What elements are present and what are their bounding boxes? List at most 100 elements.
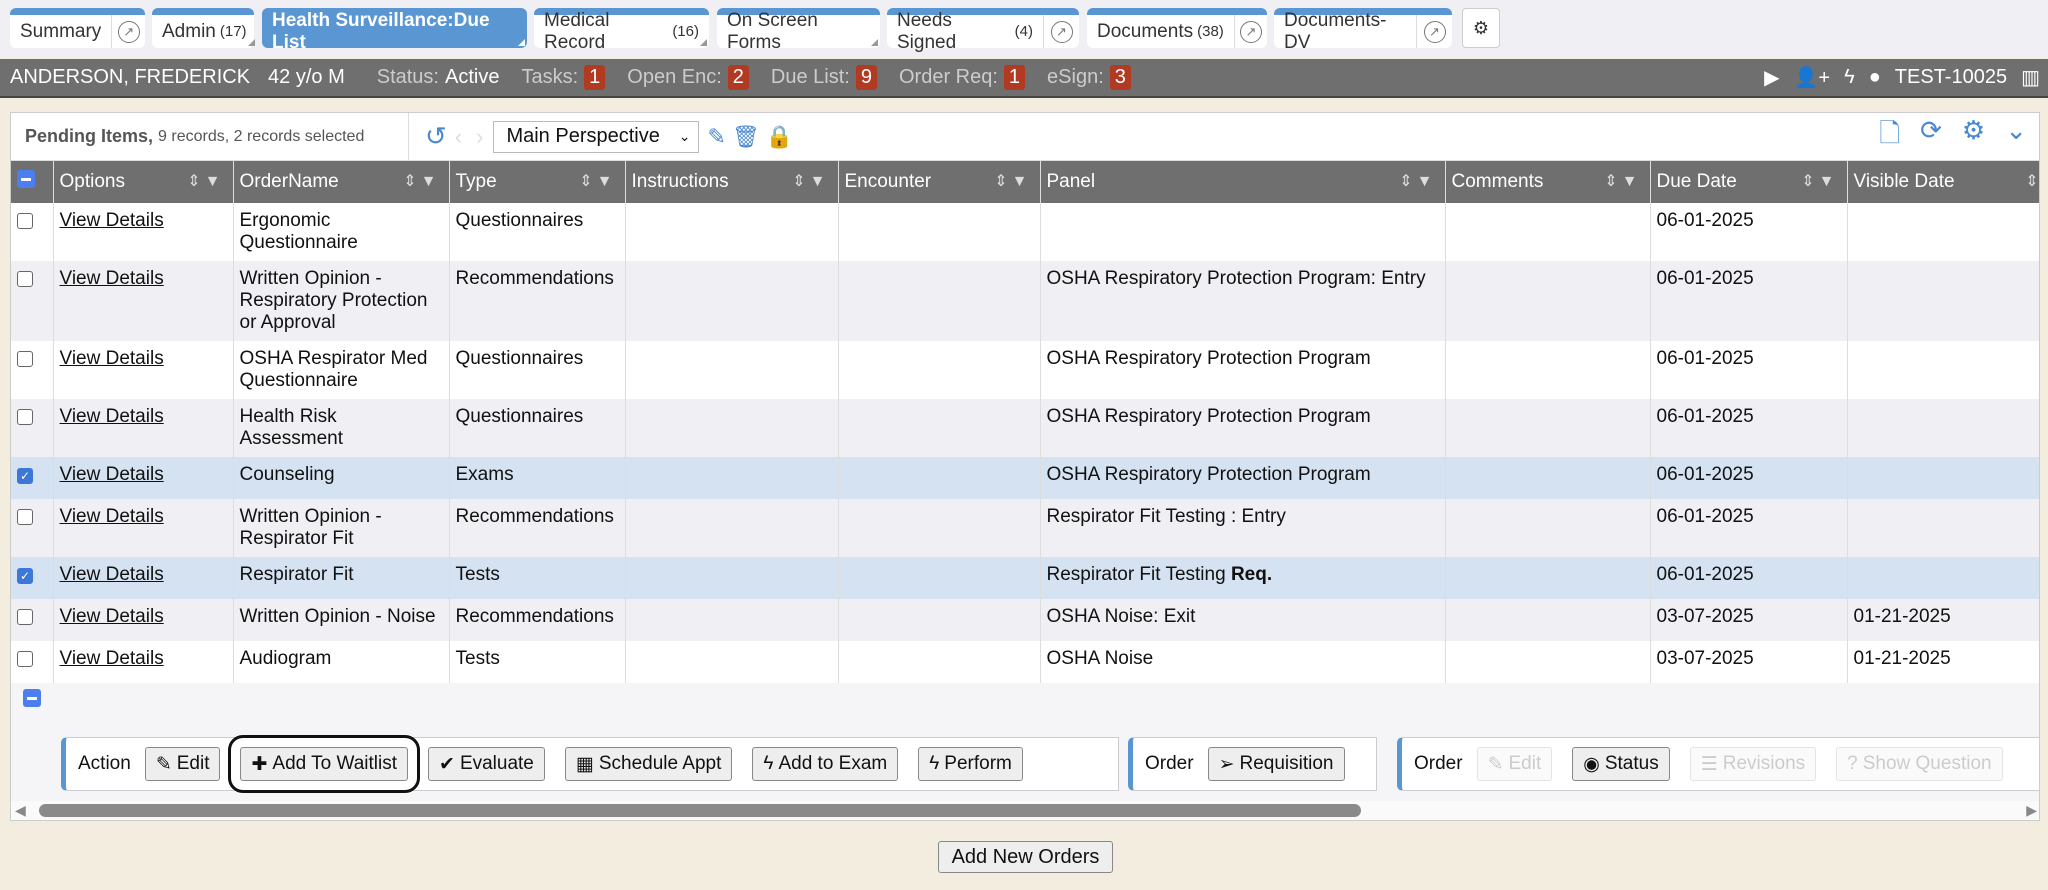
prev-icon[interactable]: ‹ <box>454 123 463 149</box>
view-details-link[interactable]: View Details <box>59 648 164 669</box>
sort-icon[interactable]: ⇕ <box>1399 173 1417 190</box>
schedule-appt-button[interactable]: ▦ Schedule Appt <box>564 747 733 781</box>
filter-icon[interactable]: ▼ <box>1621 173 1642 190</box>
sort-icon[interactable]: ⇕ <box>994 173 1012 190</box>
popout-button[interactable]: ↗ <box>1233 15 1267 48</box>
view-details-link[interactable]: View Details <box>59 348 164 369</box>
table-row[interactable]: View Details Health Risk Assessment Questi… <box>11 399 2039 457</box>
column-header-options[interactable]: Options ⇕▼ <box>53 161 234 203</box>
row-checkbox[interactable]: ✓ <box>17 568 33 584</box>
perspective-select[interactable]: Main Perspective ⌄ <box>493 120 700 153</box>
row-checkbox[interactable] <box>17 409 33 425</box>
popout-button[interactable]: ↗ <box>1416 15 1452 48</box>
edit-button[interactable]: ✎ Edit <box>144 747 221 781</box>
add-to-exam-button[interactable]: ϟ Add to Exam <box>752 747 899 781</box>
row-checkbox[interactable] <box>17 609 33 625</box>
sort-icon[interactable]: ⇕ <box>2025 173 2039 190</box>
video-icon[interactable]: ▶ <box>1764 67 1780 89</box>
sort-icon[interactable]: ⇕ <box>187 173 205 190</box>
view-details-link[interactable]: View Details <box>59 406 164 427</box>
tasks-badge[interactable]: 1 <box>584 65 606 90</box>
due-list-badge[interactable]: 9 <box>855 65 877 90</box>
add-new-orders-button[interactable]: Add New Orders <box>938 841 1113 873</box>
requisition-button[interactable]: ➢ Requisition <box>1207 747 1345 781</box>
sort-icon[interactable]: ⇕ <box>1801 173 1819 190</box>
status-button[interactable]: ◉ Status <box>1572 747 1670 781</box>
next-icon[interactable]: › <box>476 123 484 149</box>
popout-button[interactable]: ↗ <box>111 15 145 48</box>
bar-chart-icon[interactable]: ▥ <box>2021 67 2040 89</box>
chevron-down-icon[interactable]: ⌄ <box>2005 114 2027 145</box>
show-question-button[interactable]: ? Show Question <box>1836 747 2003 781</box>
trash-icon[interactable]: 🗑 <box>731 123 760 149</box>
add-user-icon[interactable]: 👤+ <box>1793 67 1831 89</box>
tab-needs-signed[interactable]: Needs Signed (4) ↗ <box>887 8 1079 53</box>
column-header-encounter[interactable]: Encounter ⇕▼ <box>838 161 1041 203</box>
tab-documents-dv[interactable]: Documents-DV ↗ <box>1274 8 1452 53</box>
pencil-icon[interactable]: ✎ <box>707 123 726 149</box>
lightning-icon[interactable]: ϟ <box>1844 66 1855 88</box>
column-header-panel[interactable]: Panel ⇕▼ <box>1040 161 1446 203</box>
tab-admin[interactable]: Admin (17) <box>152 8 255 48</box>
revisions-button[interactable]: ☰ Revisions <box>1689 747 1817 781</box>
horizontal-scrollbar[interactable]: ◀ ▶ <box>11 801 2039 820</box>
column-header-ordername[interactable]: OrderName ⇕▼ <box>233 161 450 203</box>
add-to-waitlist-button[interactable]: ✚ Add To Waitlist <box>228 735 420 793</box>
filter-icon[interactable]: ▼ <box>596 173 617 190</box>
row-checkbox[interactable] <box>17 351 33 367</box>
tab-on-screen-forms[interactable]: On Screen Forms <box>717 8 880 53</box>
filter-icon[interactable]: ▼ <box>1818 173 1839 190</box>
column-header-type[interactable]: Type ⇕▼ <box>449 161 626 203</box>
row-checkbox[interactable] <box>17 651 33 667</box>
tab-summary[interactable]: Summary ↗ <box>10 8 145 48</box>
tab-documents[interactable]: Documents (38) ↗ <box>1087 8 1267 48</box>
view-details-link[interactable]: View Details <box>59 606 164 627</box>
open-enc-badge[interactable]: 2 <box>727 65 749 90</box>
collapse-all-button[interactable] <box>11 683 2039 712</box>
filter-icon[interactable]: ▼ <box>1416 173 1437 190</box>
lock-icon[interactable]: 🔒 <box>765 123 794 149</box>
table-row[interactable]: ✓ View Details Counseling Exams OSHA Respira… <box>11 457 2039 499</box>
scroll-right-icon[interactable]: ▶ <box>2026 802 2037 818</box>
refresh-icon[interactable]: ⟳ <box>1920 114 1942 145</box>
view-details-link[interactable]: View Details <box>59 506 164 527</box>
sort-icon[interactable]: ⇕ <box>792 173 810 190</box>
esign-badge[interactable]: 3 <box>1109 65 1131 90</box>
table-row[interactable]: View Details OSHA Respirator Med Question… <box>11 341 2039 399</box>
row-checkbox[interactable] <box>17 213 33 229</box>
table-row[interactable]: ✓ View Details Respirator Fit Tests Respirat… <box>11 557 2039 599</box>
tab-settings-button[interactable]: ⚙ <box>1462 8 1500 48</box>
table-row[interactable]: View Details Written Opinion - Respirator… <box>11 499 2039 557</box>
view-details-link[interactable]: View Details <box>59 210 164 231</box>
tab-medical-record[interactable]: Medical Record (16) <box>534 8 709 53</box>
row-checkbox[interactable] <box>17 271 33 287</box>
table-row[interactable]: View Details Ergonomic Questionnaire Quest… <box>11 203 2039 261</box>
scrollbar-thumb[interactable] <box>39 804 1361 817</box>
view-details-link[interactable]: View Details <box>59 564 164 585</box>
perform-button[interactable]: ϟ Perform <box>918 747 1023 781</box>
edit-order-button[interactable]: ✎ Edit <box>1476 747 1553 781</box>
column-header-visible-date[interactable]: Visible Date⇕▼ <box>1847 161 2039 203</box>
view-details-link[interactable]: View Details <box>59 268 164 289</box>
document-icon[interactable]: 🗋 <box>1879 117 1901 148</box>
table-row[interactable]: View Details Written Opinion - Respirator… <box>11 261 2039 341</box>
gear-icon[interactable]: ⚙ <box>1961 114 1986 145</box>
filter-icon[interactable]: ▼ <box>809 173 830 190</box>
popout-button[interactable]: ↗ <box>1043 15 1079 48</box>
select-all-checkbox[interactable] <box>11 161 54 203</box>
undo-icon[interactable]: ↺ <box>425 121 447 151</box>
filter-icon[interactable]: ▼ <box>420 173 441 190</box>
row-checkbox[interactable]: ✓ <box>17 468 33 484</box>
filter-icon[interactable]: ▼ <box>1011 173 1032 190</box>
tab-health-surveillance-due-list[interactable]: Health Surveillance:Due List <box>262 8 527 53</box>
sort-icon[interactable]: ⇕ <box>403 173 421 190</box>
user-id[interactable]: TEST-10025 <box>1894 66 2008 88</box>
column-header-due-date[interactable]: Due Date ⇕▼ <box>1650 161 1848 203</box>
table-row[interactable]: View Details Audiogram Tests OSHA Noise 03-0… <box>11 641 2039 683</box>
evaluate-button[interactable]: ✔ Evaluate <box>428 747 545 781</box>
filter-icon[interactable]: ▼ <box>204 173 225 190</box>
sort-icon[interactable]: ⇕ <box>579 173 597 190</box>
column-header-instructions[interactable]: Instructions ⇕▼ <box>625 161 839 203</box>
sort-icon[interactable]: ⇕ <box>1604 173 1622 190</box>
column-header-comments[interactable]: Comments ⇕▼ <box>1445 161 1651 203</box>
